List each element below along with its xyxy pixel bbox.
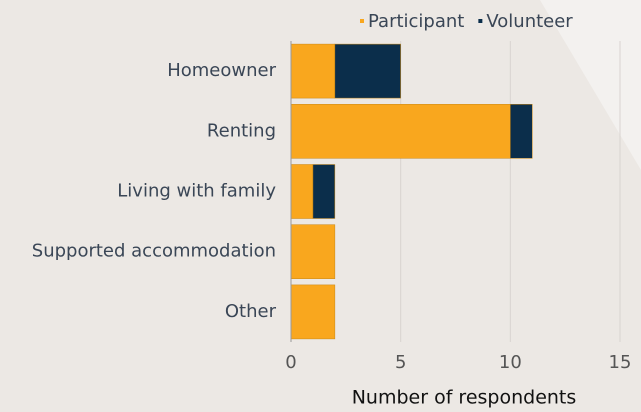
legend-marker bbox=[360, 19, 364, 23]
y-tick-label: Homeowner bbox=[167, 60, 276, 81]
legend-label: Volunteer bbox=[486, 11, 573, 32]
y-tick-label: Other bbox=[225, 301, 277, 322]
x-axis-label: Number of respondents bbox=[352, 387, 577, 409]
x-tick-label: 0 bbox=[285, 352, 296, 373]
bar-segment bbox=[334, 43, 401, 99]
y-tick-label: Supported accommodation bbox=[32, 241, 276, 262]
bar-segment bbox=[290, 104, 511, 159]
y-tick-label: Living with family bbox=[117, 181, 276, 202]
bar-segment bbox=[510, 104, 533, 159]
bar-segment bbox=[290, 164, 314, 219]
bar-segment bbox=[290, 43, 336, 99]
legend-label: Participant bbox=[368, 11, 464, 32]
y-tick-label: Renting bbox=[207, 120, 276, 141]
x-tick-label: 10 bbox=[499, 352, 522, 373]
bar-segment bbox=[290, 224, 336, 279]
x-tick-label: 5 bbox=[395, 352, 406, 373]
bar-segment bbox=[290, 284, 336, 340]
x-tick-label: 15 bbox=[609, 352, 632, 373]
legend-marker bbox=[478, 19, 483, 23]
background-shape bbox=[540, 0, 641, 170]
bar-segment bbox=[312, 164, 336, 219]
